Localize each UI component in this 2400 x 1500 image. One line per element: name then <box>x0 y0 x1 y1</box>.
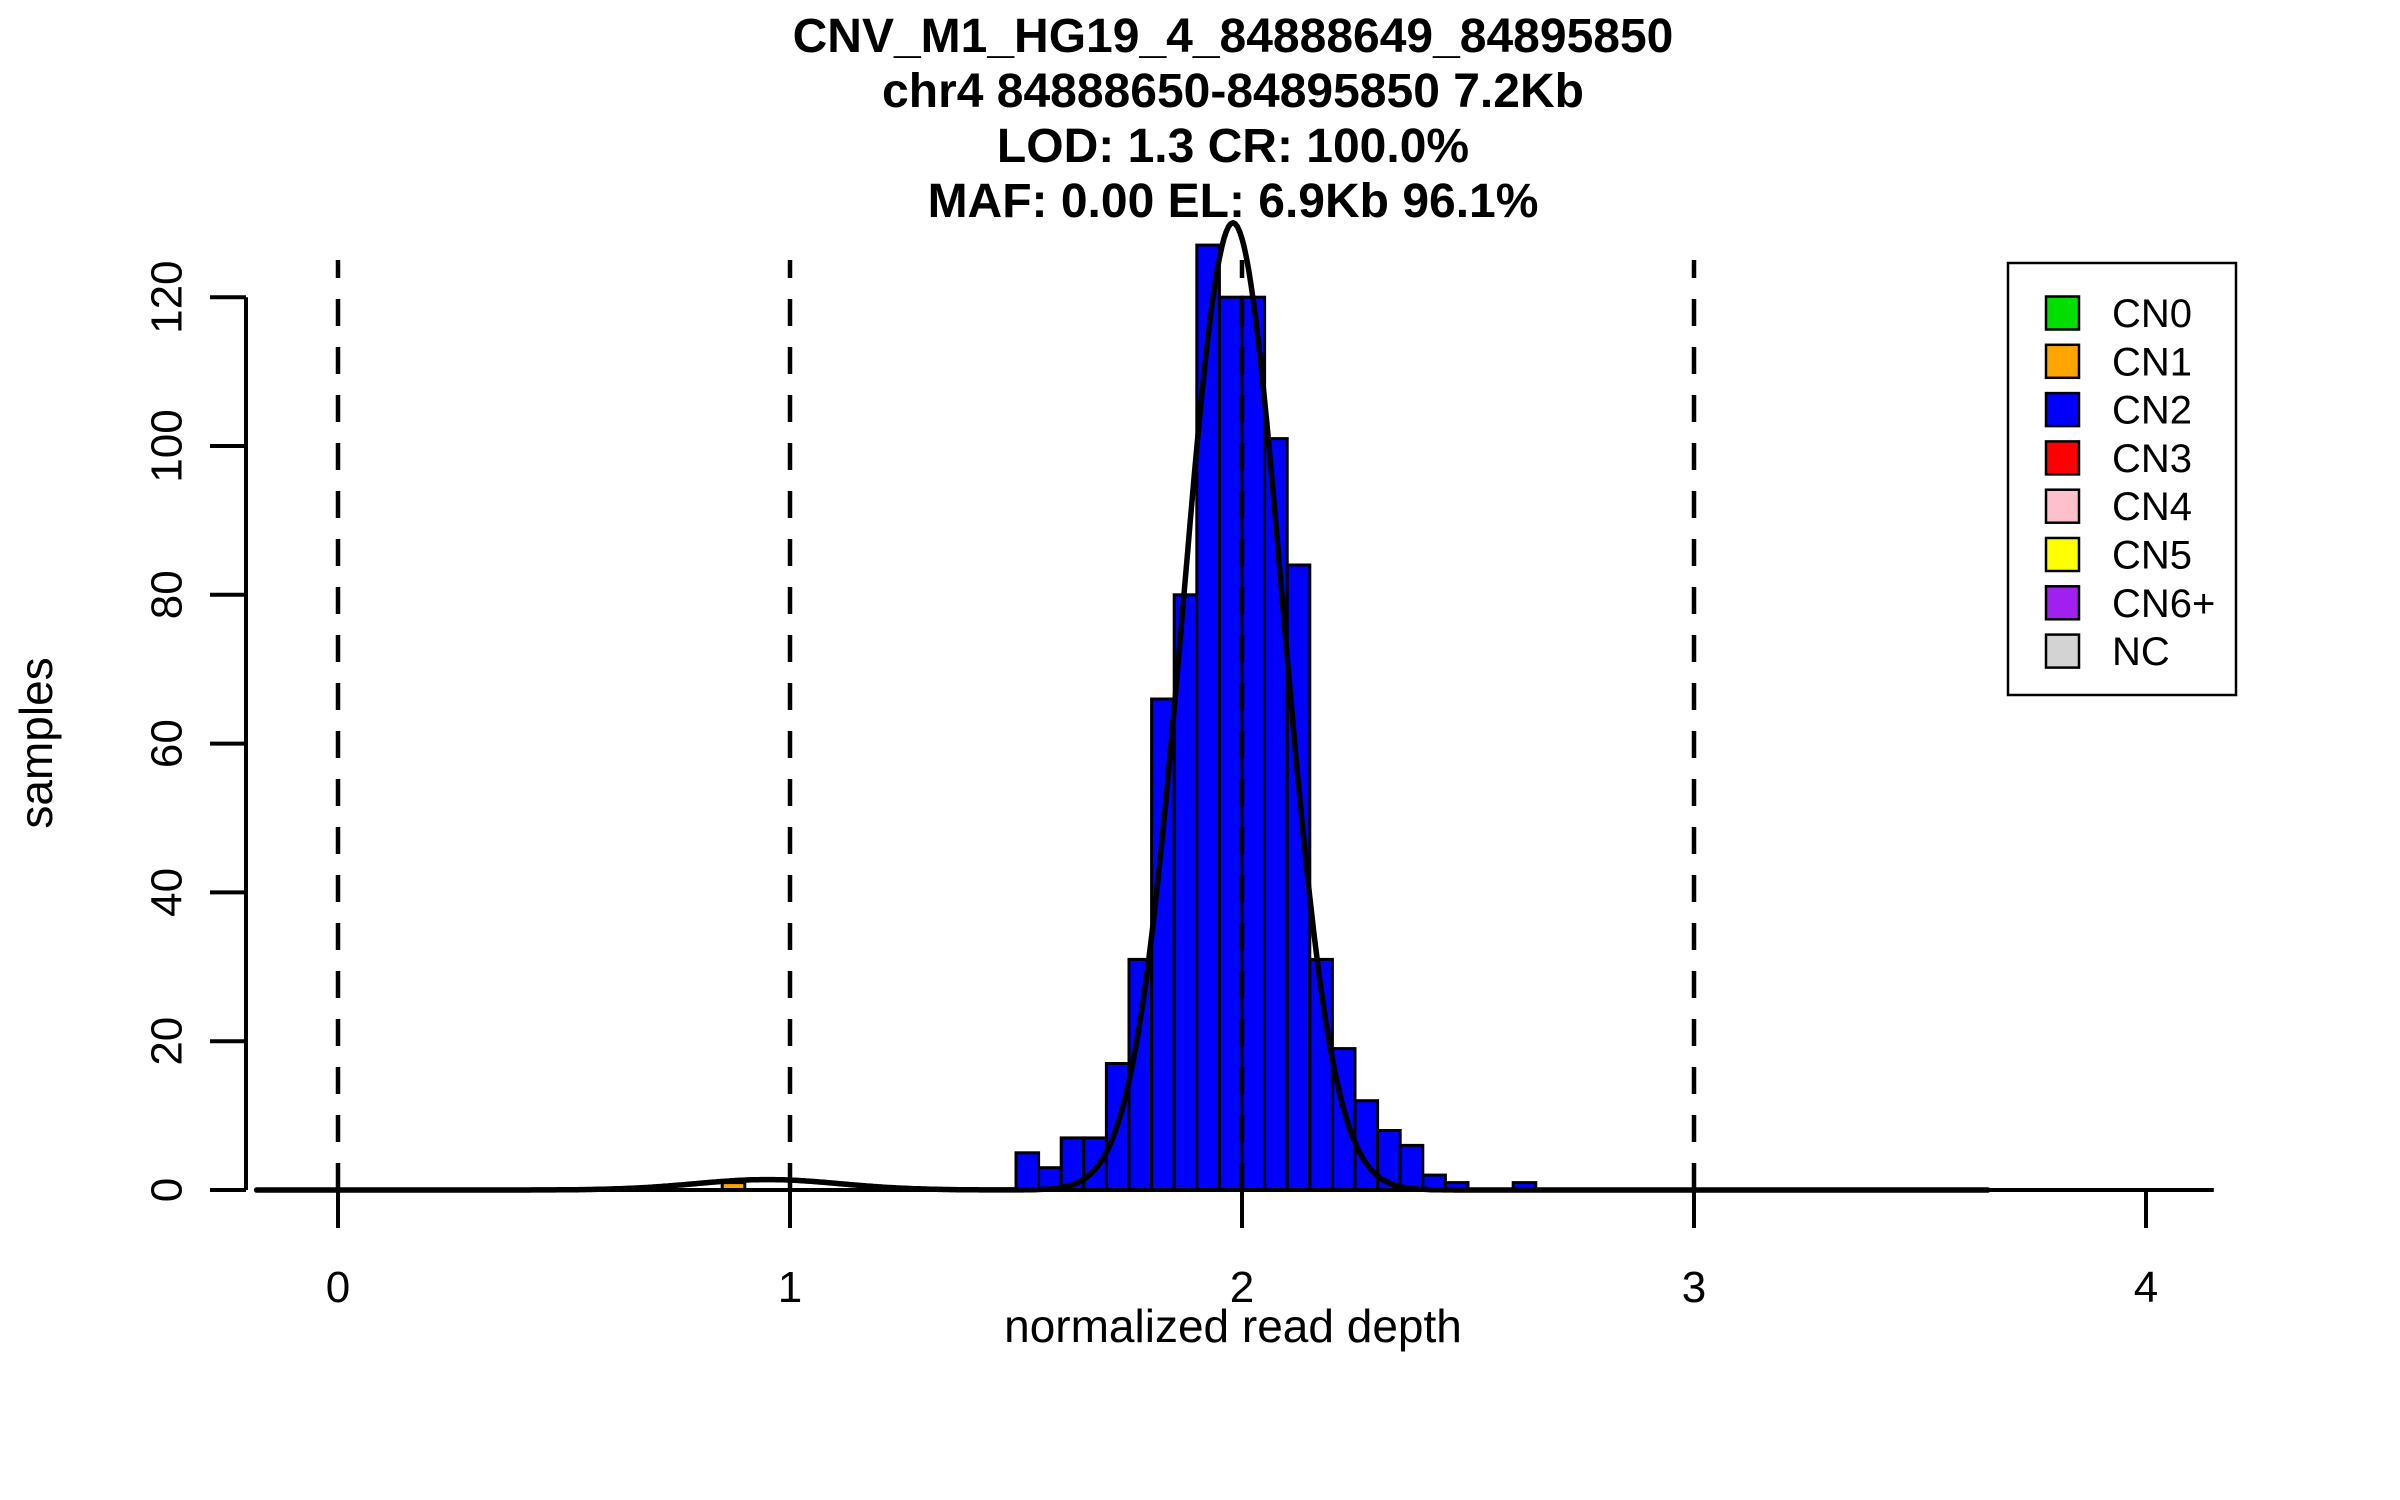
y-axis-tick-label: 20 <box>142 1017 191 1066</box>
x-axis-tick-label: 0 <box>326 1263 350 1312</box>
legend-box <box>2006 261 2238 697</box>
histogram-bar-cn2 <box>1240 295 1267 1192</box>
y-axis-tick-label: 120 <box>142 260 191 333</box>
copy-number-dashed-lines <box>335 260 1697 1190</box>
plot-title-line-4: MAF: 0.00 EL: 6.9Kb 96.1% <box>928 175 1539 228</box>
legend-swatch-cn2 <box>2044 391 2081 428</box>
legend-swatch-cn0 <box>2044 295 2081 331</box>
legend-swatch-cn6plus <box>2044 585 2081 621</box>
x-axis-tick-label: 4 <box>2134 1263 2158 1312</box>
legend-item: CN5 <box>2044 534 2192 578</box>
plot-title-line-1: CNV_M1_HG19_4_84888649_84895850 <box>793 10 1674 63</box>
x-axis-tick-label: 3 <box>1682 1263 1706 1312</box>
histogram-bars <box>720 243 1538 1192</box>
legend-item-label: CN6+ <box>2112 582 2215 626</box>
y-axis-tick-label: 80 <box>142 570 191 619</box>
histogram-bar-cn2 <box>1082 1136 1108 1192</box>
legend-item-label: CN5 <box>2112 534 2192 578</box>
histogram-bar-cn2 <box>1398 1143 1425 1192</box>
x-axis: 0 1 2 3 4 <box>256 1188 2214 1312</box>
legend-swatch-cn5 <box>2044 536 2081 573</box>
legend-item-label: CN1 <box>2112 340 2192 384</box>
fit-curve <box>253 220 1991 1193</box>
y-axis-tick-label: 60 <box>142 719 191 768</box>
gaussian-fit-curve <box>253 220 1991 1193</box>
x-axis-tick-label: 2 <box>1230 1263 1254 1312</box>
plot-title-line-3: LOD: 1.3 CR: 100.0% <box>997 120 1469 173</box>
legend-swatch-cn4 <box>2044 488 2081 524</box>
y-axis-label: samples <box>10 657 62 828</box>
legend-item: CN1 <box>2044 340 2192 384</box>
legend-item-label: CN4 <box>2112 485 2192 529</box>
legend-item: NC <box>2044 630 2170 674</box>
y-axis-tick-label: 100 <box>142 409 191 482</box>
y-axis: 0 20 40 60 80 100 120 <box>142 260 248 1202</box>
legend-item-label: CN3 <box>2112 437 2192 481</box>
histogram-bar-cn2 <box>1014 1151 1041 1192</box>
legend-swatch-nc <box>2044 633 2081 669</box>
legend-swatch-cn3 <box>2044 440 2081 476</box>
legend-item-label: CN0 <box>2112 292 2192 336</box>
legend-item-label: CN2 <box>2112 389 2192 433</box>
plot-title: CNV_M1_HG19_4_84888649_84895850 chr4 848… <box>793 10 1674 228</box>
histogram-bar-cn2 <box>1217 295 1244 1192</box>
plot-title-line-2: chr4 84888650-84895850 7.2Kb <box>882 65 1584 118</box>
legend-item: CN0 <box>2044 292 2192 336</box>
legend-item: CN2 <box>2044 389 2192 433</box>
y-axis-tick-label: 40 <box>142 868 191 917</box>
legend-swatch-cn1 <box>2044 343 2081 380</box>
legend-item: CN4 <box>2044 485 2192 529</box>
legend-item: CN3 <box>2044 437 2192 481</box>
x-axis-label: normalized read depth <box>1004 1300 1462 1352</box>
legend-item: CN6+ <box>2044 582 2215 626</box>
legend-item-label: NC <box>2112 630 2170 674</box>
x-axis-tick-label: 1 <box>778 1263 802 1312</box>
y-axis-tick-label: 0 <box>142 1178 191 1202</box>
